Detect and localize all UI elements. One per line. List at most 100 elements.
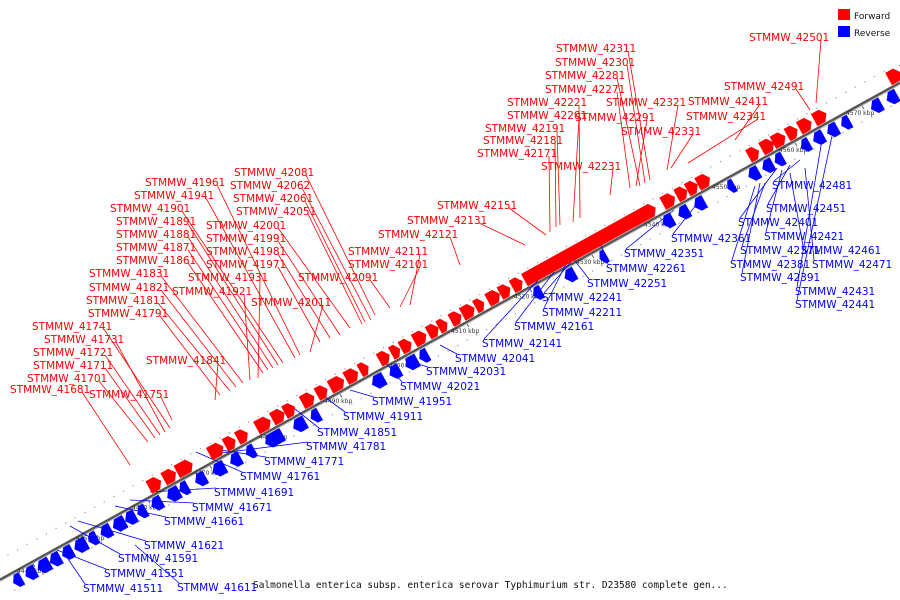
- guide-dot: [81, 552, 83, 554]
- gene-label-forward[interactable]: STMMW_41821: [89, 282, 169, 294]
- gene-label-reverse[interactable]: STMMW_42381: [730, 259, 810, 271]
- gene-label-forward[interactable]: STMMW_41681: [10, 384, 90, 396]
- gene-label-forward[interactable]: STMMW_41881: [116, 229, 196, 241]
- gene-label-forward[interactable]: STMMW_42221: [507, 97, 587, 109]
- forward-gene: [810, 109, 827, 127]
- gene-label-reverse[interactable]: STMMW_41951: [372, 396, 452, 408]
- gene-label-reverse[interactable]: STMMW_42441: [795, 299, 875, 311]
- gene-label-forward[interactable]: STMMW_41861: [116, 255, 196, 267]
- gene-label-forward[interactable]: STMMW_41831: [89, 268, 169, 280]
- gene-label-forward[interactable]: STMMW_42011: [251, 297, 331, 309]
- gene-label-reverse[interactable]: STMMW_41911: [343, 411, 423, 423]
- gene-label-forward[interactable]: STMMW_41971: [206, 259, 286, 271]
- gene-label-forward[interactable]: STMMW_42171: [477, 148, 557, 160]
- gene-label-reverse[interactable]: STMMW_42421: [764, 231, 844, 243]
- gene-label-reverse[interactable]: STMMW_41761: [240, 471, 320, 483]
- gene-label-reverse[interactable]: STMMW_42141: [482, 338, 562, 350]
- gene-label-forward[interactable]: STMMW_42081: [234, 167, 314, 179]
- gene-label-forward[interactable]: STMMW_41731: [44, 334, 124, 346]
- leader-line: [765, 169, 783, 233]
- leader-line: [734, 103, 761, 141]
- gene-label-reverse[interactable]: STMMW_42211: [542, 307, 622, 319]
- gene-label-forward[interactable]: STMMW_42271: [545, 84, 625, 96]
- gene-label-forward[interactable]: STMMW_41981: [206, 246, 286, 258]
- gene-label-forward[interactable]: STMMW_41991: [206, 233, 286, 245]
- gene-label-forward[interactable]: STMMW_41961: [145, 177, 225, 189]
- gene-label-forward[interactable]: STMMW_41871: [116, 242, 196, 254]
- forward-gene: [745, 146, 759, 163]
- gene-label-forward[interactable]: STMMW_41751: [89, 389, 169, 401]
- leader-line: [304, 200, 366, 323]
- gene-label-forward[interactable]: STMMW_42491: [724, 81, 804, 93]
- gene-label-reverse[interactable]: STMMW_41511: [83, 583, 163, 595]
- leader-line: [796, 135, 833, 301]
- gene-label-forward[interactable]: STMMW_41711: [33, 360, 113, 372]
- gene-label-reverse[interactable]: STMMW_41691: [214, 487, 294, 499]
- gene-label-reverse[interactable]: STMMW_42021: [400, 381, 480, 393]
- gene-label-reverse[interactable]: STMMW_42361: [671, 233, 751, 245]
- gene-label-forward[interactable]: STMMW_42091: [298, 272, 378, 284]
- gene-label-forward[interactable]: STMMW_42341: [686, 111, 766, 123]
- gene-label-reverse[interactable]: STMMW_41671: [192, 502, 272, 514]
- gene-label-forward[interactable]: STMMW_41841: [146, 355, 226, 367]
- gene-label-forward[interactable]: STMMW_42181: [483, 135, 563, 147]
- gene-label-forward[interactable]: STMMW_41931: [188, 272, 268, 284]
- gene-label-reverse[interactable]: STMMW_42031: [426, 366, 506, 378]
- guide-dot: [604, 224, 606, 226]
- gene-label-forward[interactable]: STMMW_42111: [348, 246, 428, 258]
- gene-label-reverse[interactable]: STMMW_41551: [104, 568, 184, 580]
- gene-label-reverse[interactable]: STMMW_41661: [164, 516, 244, 528]
- gene-label-reverse[interactable]: STMMW_42471: [812, 259, 892, 271]
- gene-label-reverse[interactable]: STMMW_42431: [795, 286, 875, 298]
- gene-label-forward[interactable]: STMMW_41721: [33, 347, 113, 359]
- gene-label-reverse[interactable]: STMMW_42481: [772, 180, 852, 192]
- gene-label-forward[interactable]: STMMW_42121: [378, 229, 458, 241]
- gene-label-forward[interactable]: STMMW_42281: [545, 70, 625, 82]
- gene-label-reverse[interactable]: STMMW_42351: [624, 248, 704, 260]
- gene-label-forward[interactable]: STMMW_42062: [230, 180, 310, 192]
- gene-label-reverse[interactable]: STMMW_42251: [587, 278, 667, 290]
- gene-label-forward[interactable]: STMMW_42051: [236, 206, 316, 218]
- gene-label-reverse[interactable]: STMMW_41781: [306, 441, 386, 453]
- gene-label-reverse[interactable]: STMMW_42041: [455, 353, 535, 365]
- gene-label-reverse[interactable]: STMMW_42401: [738, 217, 818, 229]
- gene-label-reverse[interactable]: STMMW_42391: [740, 272, 820, 284]
- gene-label-forward[interactable]: STMMW_42191: [485, 123, 565, 135]
- gene-label-reverse[interactable]: STMMW_41591: [118, 553, 198, 565]
- gene-label-forward[interactable]: STMMW_41811: [86, 295, 166, 307]
- gene-label-reverse[interactable]: STMMW_42451: [766, 203, 846, 215]
- gene-label-reverse[interactable]: STMMW_41611: [177, 582, 257, 594]
- gene-label-forward[interactable]: STMMW_42301: [555, 57, 635, 69]
- gene-label-forward[interactable]: STMMW_42331: [621, 126, 701, 138]
- gene-label-forward[interactable]: STMMW_42501: [749, 32, 829, 44]
- leader-line: [277, 240, 341, 336]
- gene-label-forward[interactable]: STMMW_42411: [688, 96, 768, 108]
- gene-label-forward[interactable]: STMMW_41941: [134, 190, 214, 202]
- gene-label-forward[interactable]: STMMW_42001: [206, 220, 286, 232]
- gene-label-forward[interactable]: STMMW_41701: [27, 373, 107, 385]
- gene-label-forward[interactable]: STMMW_41741: [32, 321, 112, 333]
- gene-label-reverse[interactable]: STMMW_42261: [606, 263, 686, 275]
- reverse-gene: [871, 97, 885, 113]
- gene-label-forward[interactable]: STMMW_42311: [556, 43, 636, 55]
- gene-label-reverse[interactable]: STMMW_41621: [144, 540, 224, 552]
- gene-label-forward[interactable]: STMMW_42061: [233, 193, 313, 205]
- gene-label-reverse[interactable]: STMMW_42461: [801, 245, 881, 257]
- gene-label-forward[interactable]: STMMW_41901: [110, 203, 190, 215]
- gene-label-forward[interactable]: STMMW_41921: [172, 286, 252, 298]
- gene-label-forward[interactable]: STMMW_42101: [348, 259, 428, 271]
- gene-label-forward[interactable]: STMMW_41791: [88, 308, 168, 320]
- gene-label-forward[interactable]: STMMW_41891: [116, 216, 196, 228]
- gene-label-reverse[interactable]: STMMW_41851: [317, 427, 397, 439]
- gene-label-forward[interactable]: STMMW_42231: [541, 161, 621, 173]
- gene-label-reverse[interactable]: STMMW_42161: [514, 321, 594, 333]
- gene-label-reverse[interactable]: STMMW_41771: [264, 456, 344, 468]
- gene-label-forward[interactable]: STMMW_42321: [606, 97, 686, 109]
- gene-label-reverse[interactable]: STMMW_42241: [542, 292, 622, 304]
- gene-label-forward[interactable]: STMMW_42131: [407, 215, 487, 227]
- reverse-gene: [564, 266, 579, 283]
- gene-label-forward[interactable]: STMMW_42151: [437, 200, 517, 212]
- gene-label-forward[interactable]: STMMW_42291: [575, 112, 655, 124]
- gene-label-reverse[interactable]: STMMW_42371: [740, 245, 820, 257]
- gene-label-forward[interactable]: STMMW_42201: [507, 110, 587, 122]
